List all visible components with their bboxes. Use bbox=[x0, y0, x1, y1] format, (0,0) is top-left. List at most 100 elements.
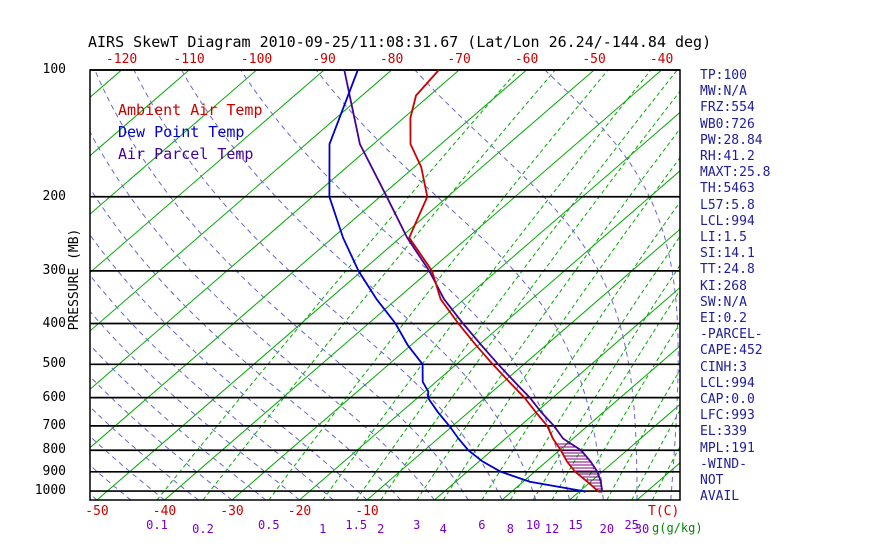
moist-adiabat-line bbox=[90, 274, 334, 500]
stat-line: CAP:0.0 bbox=[700, 392, 755, 408]
mixing-ratio-line bbox=[551, 289, 680, 500]
chart-title: AIRS SkewT Diagram 2010-09-25/11:08:31.6… bbox=[88, 33, 712, 51]
mixing-ratio-tick: 4 bbox=[439, 522, 447, 536]
top-temp-tick: -90 bbox=[312, 52, 336, 67]
moist-adiabat-line bbox=[94, 70, 469, 500]
stat-line: EI:0.2 bbox=[700, 311, 747, 327]
moist-adiabat-line bbox=[414, 70, 638, 500]
mixing-ratio-line bbox=[322, 70, 652, 500]
pressure-tick: 600 bbox=[42, 389, 66, 405]
stat-line: SW:N/A bbox=[700, 294, 747, 310]
stat-line: MW:N/A bbox=[700, 84, 747, 100]
moist-adiabat-line bbox=[181, 70, 537, 500]
stat-line: WB0:726 bbox=[700, 116, 755, 132]
stat-line: LCL:994 bbox=[700, 375, 755, 391]
bottom-temp-tick: -40 bbox=[152, 504, 177, 519]
stat-line: PW:28.84 bbox=[700, 132, 763, 148]
isotherm-line bbox=[90, 70, 325, 274]
stat-line: LFC:993 bbox=[700, 408, 755, 424]
stat-line: CAPE:452 bbox=[700, 343, 763, 359]
isotherm-line bbox=[366, 228, 680, 500]
stat-line: -WIND- bbox=[700, 456, 747, 472]
mixing-ratio-tick: 1 bbox=[319, 522, 327, 536]
top-temp-tick: -40 bbox=[649, 52, 674, 67]
top-temp-tick: -100 bbox=[240, 52, 273, 67]
mixing-ratio-tick: 6 bbox=[478, 518, 486, 532]
pressure-tick: 300 bbox=[42, 262, 66, 278]
stat-line: MAXT:25.8 bbox=[700, 165, 771, 181]
isotherm-line bbox=[90, 70, 527, 449]
pressure-tick: 100 bbox=[42, 62, 66, 77]
pressure-axis-title: PRESSURE (MB) bbox=[67, 228, 82, 331]
moist-adiabat-line bbox=[133, 70, 503, 500]
isotherm-line bbox=[90, 70, 460, 390]
pressure-tick: 200 bbox=[42, 188, 66, 204]
stat-line: KI:268 bbox=[700, 278, 747, 294]
pressure-tick: 400 bbox=[42, 315, 66, 331]
isotherm-line bbox=[90, 70, 257, 215]
legend-ambient-air-temp: Ambient Air Temp bbox=[118, 101, 263, 119]
mixing-ratio-line bbox=[575, 322, 680, 500]
air-parcel-temp-curve bbox=[343, 69, 604, 493]
mixing-ratio-line bbox=[606, 369, 680, 500]
mixing-ratio-tick: 20 bbox=[599, 522, 615, 536]
pressure-tick: 700 bbox=[42, 417, 66, 433]
moist-adiabat-line bbox=[90, 131, 435, 500]
stat-line: SI:14.1 bbox=[700, 246, 755, 262]
top-temperature-axis: -120 -110 -100 -90 -80 -70 -60 -50 -40 bbox=[0, 52, 870, 67]
mixing-ratio-tick: 30 bbox=[634, 522, 650, 536]
pressure-tick: 800 bbox=[42, 442, 66, 458]
pressure-tick-labels: 100 200 300 400 500 600 700 800 900 1000 bbox=[26, 0, 68, 560]
isotherm-line bbox=[501, 345, 680, 500]
temp-unit-label: T(C) bbox=[648, 504, 680, 519]
top-temp-tick: -80 bbox=[379, 52, 404, 67]
bottom-temp-tick: -10 bbox=[355, 504, 379, 519]
mixing-ratio-line bbox=[509, 235, 680, 500]
mixing-ratio-line bbox=[268, 70, 609, 500]
mixing-ratio-line bbox=[651, 445, 680, 500]
mixing-ratio-line bbox=[380, 90, 680, 500]
pressure-tick: 1000 bbox=[34, 483, 66, 499]
background-lines bbox=[90, 70, 680, 500]
legend-dew-point-temp: Dew Point Temp bbox=[118, 123, 245, 141]
plot-frame bbox=[89, 69, 681, 501]
mixing-ratio-tick: 0.1 bbox=[146, 518, 168, 532]
bottom-temp-tick: -30 bbox=[220, 504, 244, 519]
top-temp-tick: -70 bbox=[447, 52, 471, 67]
mixing-ratio-tick: 15 bbox=[568, 518, 583, 532]
pressure-tick: 900 bbox=[42, 463, 66, 479]
stat-line: -PARCEL- bbox=[700, 327, 763, 343]
moist-adiabat-line bbox=[90, 375, 233, 500]
mixing-ratio-line bbox=[481, 201, 680, 500]
mixing-ratio-tick: 25 bbox=[624, 518, 639, 532]
stat-line: FRZ:554 bbox=[700, 100, 755, 116]
mixing-ratio-tick: 0.2 bbox=[192, 522, 214, 536]
cape-hatch-area bbox=[556, 443, 603, 493]
moist-adiabat-line bbox=[240, 70, 570, 500]
stat-line: TP:100 bbox=[700, 68, 747, 83]
top-temp-tick: -110 bbox=[173, 52, 205, 67]
mixing-ratio-tick: 3 bbox=[413, 518, 421, 532]
bottom-temperature-axis: -50 -40 -30 -20 -10 bbox=[0, 504, 870, 519]
mixing-unit-label: g(g/kg) bbox=[652, 521, 703, 535]
moist-adiabat-line bbox=[90, 406, 199, 500]
isotherm-line bbox=[96, 70, 595, 500]
bottom-temp-tick: -20 bbox=[287, 504, 312, 519]
mixing-ratio-labels: 0.1 0.2 0.5 1 1.5 2 3 4 6 8 10 12 15 20 25 30 bbox=[0, 517, 870, 536]
bottom-temp-tick: -50 bbox=[85, 504, 109, 519]
stat-line: AVAIL bbox=[700, 489, 740, 505]
stat-line: TT:24.8 bbox=[700, 262, 755, 278]
legend-air-parcel-temp: Air Parcel Temp bbox=[118, 145, 254, 163]
mixing-ratio-line bbox=[532, 264, 680, 500]
isotherm-line bbox=[231, 111, 680, 500]
mixing-ratio-tick: 0.5 bbox=[257, 518, 280, 532]
isotherm-line bbox=[299, 170, 680, 500]
stat-line: LCL:994 bbox=[700, 213, 755, 229]
mixing-ratio-tick: 2 bbox=[377, 522, 385, 536]
mixing-ratio-line bbox=[355, 70, 678, 500]
isotherm-line bbox=[90, 70, 190, 157]
stat-line: TH:5463 bbox=[700, 181, 755, 197]
stat-line: CINH:3 bbox=[700, 359, 747, 375]
